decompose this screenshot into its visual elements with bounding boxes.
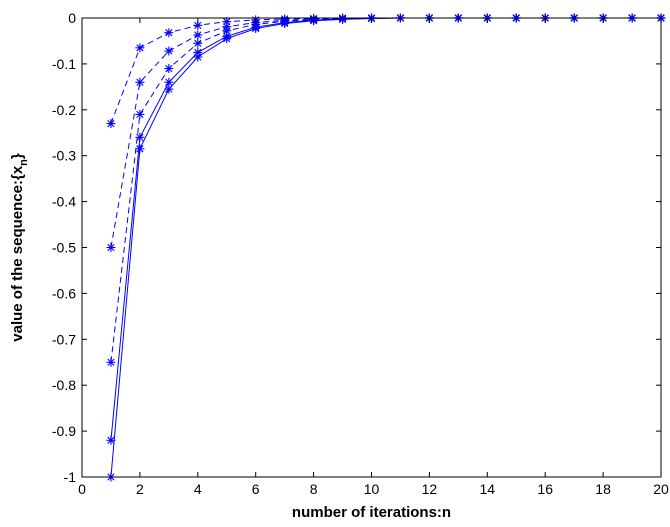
x-tick-label: 8 bbox=[310, 481, 318, 497]
x-tick-label: 4 bbox=[194, 481, 202, 497]
data-point bbox=[135, 132, 145, 142]
y-axis-title: value of the sequence:{xn} bbox=[9, 153, 30, 342]
data-point bbox=[280, 19, 290, 29]
y-tick-label: -0.1 bbox=[52, 56, 76, 72]
y-axis-title-subscript: n bbox=[18, 159, 30, 166]
y-tick-label: -0.9 bbox=[52, 423, 76, 439]
x-tick-label: 6 bbox=[252, 481, 260, 497]
data-point bbox=[106, 243, 116, 252]
data-point bbox=[106, 357, 116, 367]
data-point bbox=[251, 24, 261, 34]
data-point bbox=[164, 63, 174, 73]
x-tick-label: 18 bbox=[595, 481, 611, 497]
y-axis: 0 -0.1 -0.2 -0.3 -0.4 -0.5 -0.6 -0.7 -0.8 -0.9 -1 bbox=[52, 10, 661, 485]
y-tick-label: -0.4 bbox=[52, 194, 76, 210]
data-point bbox=[222, 34, 232, 44]
data-point bbox=[338, 14, 348, 24]
y-tick-label: -0.3 bbox=[52, 148, 76, 164]
data-point bbox=[193, 30, 203, 40]
y-tick-label: -0.5 bbox=[52, 240, 76, 256]
y-tick-label: -0.8 bbox=[52, 377, 76, 393]
x-tick-label: 2 bbox=[136, 481, 144, 497]
y-tick-label: -0.7 bbox=[52, 331, 76, 347]
x-tick-label: 0 bbox=[78, 481, 86, 497]
x-axis-title: number of iterations:n bbox=[292, 504, 451, 521]
y-tick-label: -1 bbox=[64, 469, 77, 485]
y-tick-label: -0.6 bbox=[52, 285, 76, 301]
data-point bbox=[193, 38, 203, 48]
x-axis: 0 2 4 6 8 10 12 14 16 18 20 bbox=[78, 18, 669, 497]
y-tick-label: -0.2 bbox=[52, 102, 76, 118]
data-point bbox=[135, 43, 145, 53]
x-tick-label: 14 bbox=[480, 481, 496, 497]
data-point bbox=[164, 46, 174, 56]
x-tick-label: 20 bbox=[653, 481, 669, 497]
data-point bbox=[135, 144, 145, 154]
y-axis-title-end: } bbox=[9, 153, 26, 159]
data-point bbox=[164, 84, 174, 94]
data-point bbox=[164, 28, 174, 38]
data-point bbox=[135, 77, 145, 87]
data-point bbox=[106, 119, 116, 129]
data-point bbox=[222, 26, 232, 36]
x-tick-label: 12 bbox=[422, 481, 438, 497]
data-point bbox=[193, 52, 203, 62]
y-axis-title-main: value of the sequence:{x bbox=[9, 165, 26, 342]
data-point bbox=[135, 109, 145, 119]
x-tick-label: 16 bbox=[537, 481, 553, 497]
x-tick-label: 10 bbox=[364, 481, 380, 497]
y-tick-label: 0 bbox=[68, 10, 76, 26]
